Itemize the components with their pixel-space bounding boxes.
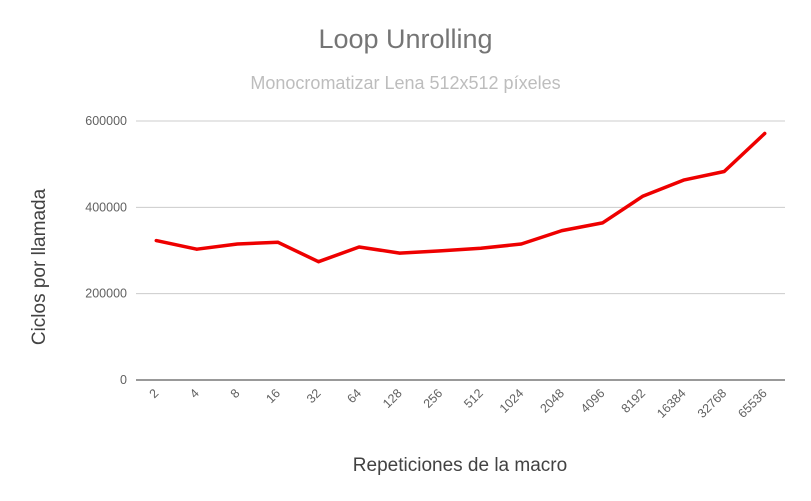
y-tick-label: 400000 (85, 200, 127, 214)
data-point (519, 242, 523, 246)
x-tick-label: 8 (228, 386, 243, 401)
x-tick-label: 4 (187, 386, 202, 401)
x-tick-label: 256 (421, 386, 446, 411)
data-point (276, 240, 280, 244)
data-point (317, 260, 321, 264)
x-tick-label: 16384 (654, 386, 689, 421)
x-tick-label: 4096 (578, 386, 608, 416)
data-point (398, 251, 402, 255)
y-tick-label: 0 (120, 373, 127, 387)
x-tick-label: 16 (263, 386, 283, 406)
y-tick-label: 600000 (85, 114, 127, 128)
x-tick-label: 8192 (619, 386, 649, 416)
data-point (357, 245, 361, 249)
x-tick-label: 2 (147, 386, 162, 401)
data-point (479, 246, 483, 250)
series-line (154, 131, 767, 264)
x-tick-label: 128 (380, 386, 405, 411)
x-tick-label: 512 (461, 386, 486, 411)
x-axis-title: Repeticiones de la macro (353, 455, 567, 476)
data-point (154, 239, 158, 243)
x-tick-label: 65536 (735, 386, 770, 421)
x-tick-label: 2048 (537, 386, 567, 416)
series-group (154, 131, 767, 264)
x-tick-label: 32 (304, 386, 324, 406)
y-tick-labels: 0 200000 400000 600000 (85, 114, 127, 387)
x-tick-label: 1024 (497, 386, 527, 416)
gridlines (136, 120, 785, 381)
data-point (641, 194, 645, 198)
y-tick-label: 200000 (85, 287, 127, 301)
data-point (438, 249, 442, 253)
data-point (600, 221, 604, 225)
data-point (560, 229, 564, 233)
x-tick-label: 32768 (695, 386, 730, 421)
x-tick-labels: 2 4 8 16 32 64 128 256 512 1024 2048 4096 8192 16384 3… (147, 386, 770, 421)
chart-title: Loop Unrolling (318, 24, 493, 54)
data-point (235, 242, 239, 246)
data-point (195, 247, 199, 251)
data-point (722, 170, 726, 174)
y-axis-title: Ciclos por llamada (29, 188, 50, 345)
chart-subtitle: Monocromatizar Lena 512x512 píxeles (250, 73, 561, 93)
data-point (763, 132, 767, 136)
data-point (682, 178, 686, 182)
x-tick-label: 64 (344, 386, 364, 406)
